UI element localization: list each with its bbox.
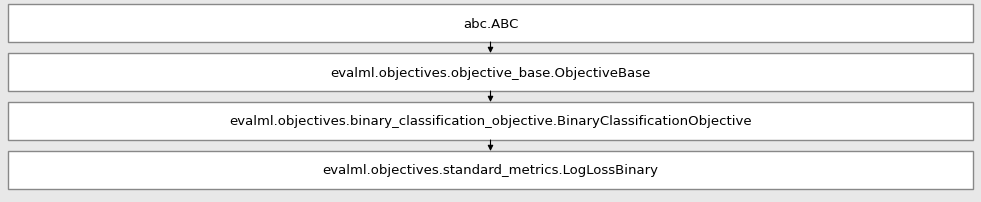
FancyBboxPatch shape: [8, 151, 973, 189]
FancyBboxPatch shape: [8, 102, 973, 140]
Text: evalml.objectives.binary_classification_objective.BinaryClassificationObjective: evalml.objectives.binary_classification_…: [230, 115, 751, 128]
Text: evalml.objectives.objective_base.ObjectiveBase: evalml.objectives.objective_base.Objecti…: [331, 66, 650, 79]
Text: evalml.objectives.standard_metrics.LogLossBinary: evalml.objectives.standard_metrics.LogLo…: [323, 164, 658, 177]
FancyBboxPatch shape: [8, 54, 973, 92]
FancyBboxPatch shape: [8, 5, 973, 43]
Text: abc.ABC: abc.ABC: [463, 17, 518, 30]
